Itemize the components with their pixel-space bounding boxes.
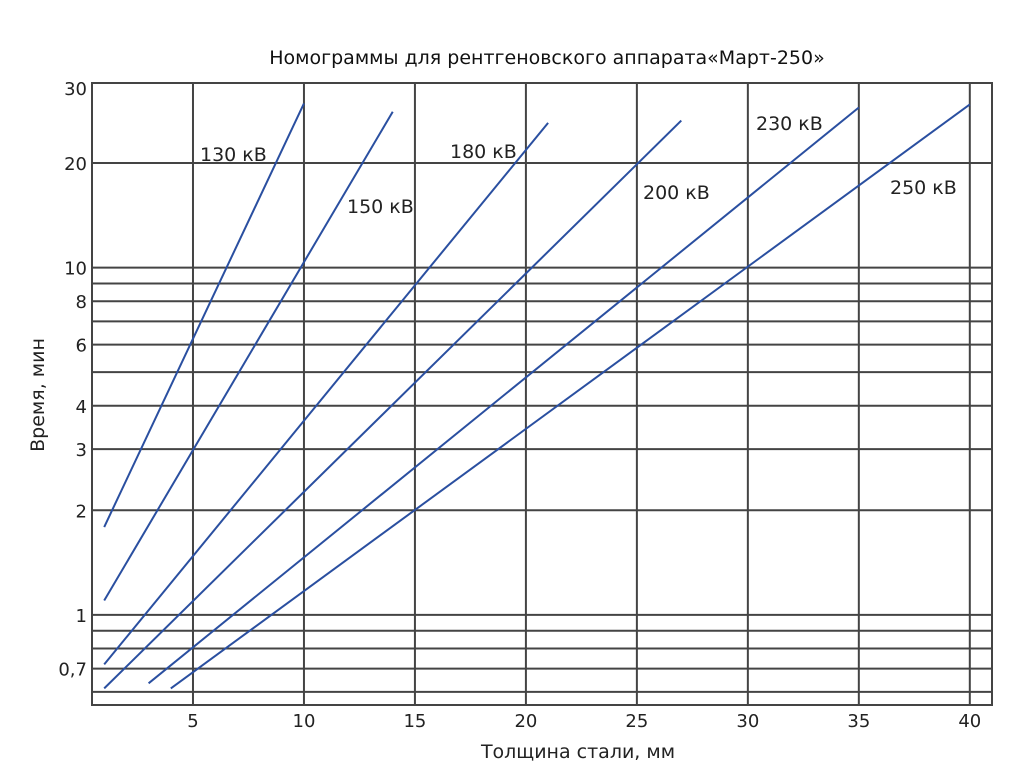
series-label: 200 кВ — [643, 182, 710, 204]
x-tick-label: 40 — [958, 711, 981, 732]
series-label: 230 кВ — [756, 113, 823, 135]
series-line — [103, 122, 549, 666]
y-tick-label: 10 — [64, 259, 87, 280]
x-tick-label: 30 — [736, 711, 759, 732]
y-tick-label: 30 — [64, 79, 87, 100]
y-tick-label: 4 — [76, 397, 87, 418]
y-axis-label: Время, мин — [27, 338, 49, 452]
series-line — [103, 111, 394, 601]
y-tick-label: 0,7 — [58, 660, 87, 681]
x-tick-label: 15 — [403, 711, 426, 732]
y-tick-label: 8 — [76, 292, 87, 313]
series-line — [147, 106, 860, 685]
chart-title: Номограммы для рентгеновского аппарата«М… — [269, 47, 824, 69]
y-tick-label: 20 — [64, 154, 87, 175]
series-labels: 130 кВ 150 кВ 180 кВ 200 кВ 230 кВ 250 кВ — [200, 113, 957, 218]
x-tick-label: 5 — [187, 711, 198, 732]
x-tick-labels: 5 10 15 20 25 30 35 40 — [187, 711, 981, 732]
y-tick-labels: 30 20 10 8 6 4 3 2 1 0,7 — [58, 79, 87, 681]
y-tick-label: 6 — [76, 336, 87, 357]
series-label: 180 кВ — [450, 141, 517, 163]
series-line — [103, 102, 305, 528]
series-label: 130 кВ — [200, 144, 267, 166]
x-tick-label: 20 — [514, 711, 537, 732]
x-tick-label: 25 — [625, 711, 648, 732]
y-tick-label: 3 — [76, 440, 87, 461]
grid — [91, 82, 993, 706]
x-tick-label: 35 — [847, 711, 870, 732]
y-tick-label: 2 — [76, 501, 87, 522]
series-line — [103, 119, 682, 690]
series-lines — [103, 102, 971, 690]
series-label: 150 кВ — [347, 196, 414, 218]
plot-frame — [91, 82, 993, 706]
x-axis-label: Толщина стали, мм — [480, 741, 675, 763]
x-tick-label: 10 — [293, 711, 316, 732]
series-label: 250 кВ — [890, 177, 957, 199]
y-tick-label: 1 — [76, 606, 87, 627]
series-line — [170, 103, 971, 690]
